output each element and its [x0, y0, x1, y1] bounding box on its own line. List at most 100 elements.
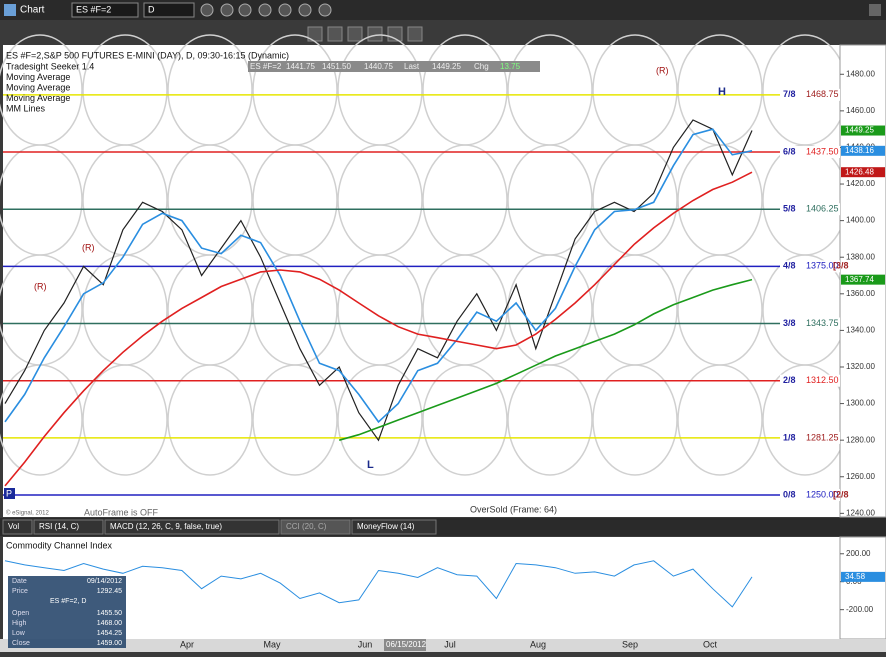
window-button[interactable] [869, 4, 881, 16]
quote-field: 1451.50 [322, 62, 351, 71]
date-label: May [263, 639, 281, 649]
cci-tag-label: 34.58 [845, 572, 866, 581]
price-tag-label: 1367.74 [845, 275, 874, 284]
price-tag-label: 1426.48 [845, 167, 874, 176]
cci-tag [841, 571, 885, 582]
murrey-label-bg [780, 203, 840, 216]
tab[interactable] [33, 519, 104, 535]
murrey-label: 5/8 [783, 204, 796, 214]
murrey-label-bg [780, 431, 840, 444]
tab-label: Vol [8, 522, 19, 531]
murrey-label-bg [780, 374, 840, 387]
symbol-text: ES #F=2 [76, 4, 111, 14]
toolbar-button[interactable] [318, 3, 332, 17]
reversal-label: (R) [656, 65, 669, 75]
toolbar-button[interactable] [200, 3, 214, 17]
study-label: MM Lines [6, 103, 46, 113]
pattern-circle [507, 364, 593, 476]
cci-pane [3, 537, 840, 639]
quote-strip [248, 61, 540, 72]
toolbar-button[interactable] [407, 26, 423, 42]
date-label: Oct [703, 639, 718, 649]
tab-label: MACD (12, 26, C, 9, false, true) [110, 522, 222, 531]
cci-axis [839, 536, 886, 640]
y-tick-label: 1340.00 [846, 326, 875, 335]
toolbar-button[interactable] [220, 3, 234, 17]
toolbar-button[interactable] [327, 26, 343, 42]
date-label: Jul [444, 639, 456, 649]
copyright: © eSignal, 2012 [6, 510, 49, 517]
y-tick-label: 1380.00 [846, 252, 875, 261]
low-label: L [367, 459, 374, 471]
cursor-date: 06/15/2012 [386, 640, 427, 649]
data-window-key: Close [12, 640, 30, 647]
y-tick-label: 1420.00 [846, 179, 875, 188]
tab[interactable] [351, 519, 437, 535]
y-tick-label: 1320.00 [846, 362, 875, 371]
study-label: Tradesight Seeker 1.4 [6, 61, 94, 71]
murrey-label: 6/8 [783, 146, 796, 156]
window-title: Chart [20, 5, 45, 16]
murrey-extra: [3/8 [833, 261, 849, 271]
pattern-circle [592, 364, 678, 476]
murrey-label: 3/8 [783, 318, 796, 328]
murrey-label-bg [780, 489, 840, 502]
price-pane [3, 45, 840, 517]
data-window-value: 1292.45 [97, 588, 122, 595]
murrey-label: 4/8 [783, 261, 796, 271]
toolbar-button[interactable] [347, 26, 363, 42]
tab[interactable] [280, 519, 351, 535]
reversal-label: (R) [82, 242, 95, 252]
date-label: Sep [622, 639, 638, 649]
study-label: Moving Average [6, 82, 70, 92]
data-window-value: 09/14/2012 [87, 578, 122, 585]
date-label: Apr [180, 639, 194, 649]
murrey-label: 2/8 [783, 375, 796, 385]
data-window-key: Price [12, 588, 28, 595]
tab[interactable] [104, 519, 280, 535]
toolbar-button[interactable] [367, 26, 383, 42]
pattern-circle [167, 364, 253, 476]
toolbar-button[interactable] [278, 3, 292, 17]
murrey-label-bg [780, 88, 840, 101]
y-tick-label: 1280.00 [846, 435, 875, 444]
pattern-circle [82, 364, 168, 476]
y-tick-label: 1260.00 [846, 472, 875, 481]
price-tag-label: 1438.16 [845, 146, 874, 155]
symbol-input[interactable] [71, 2, 139, 18]
murrey-label: 0/8 [783, 489, 796, 499]
p-marker [4, 488, 15, 499]
tab[interactable] [2, 519, 33, 535]
toolbar [0, 0, 886, 20]
tab-label: RSI (14, C) [39, 522, 79, 531]
murrey-value: 1468.75 [806, 89, 839, 99]
murrey-value: 1250.00 [806, 489, 839, 499]
data-window-value: 1459.00 [97, 640, 122, 647]
pattern-circle [422, 364, 508, 476]
interval-input[interactable] [143, 2, 195, 18]
toolbar-button[interactable] [298, 3, 312, 17]
tab-label: MoneyFlow (14) [357, 522, 415, 531]
quote-field: 1449.25 [432, 62, 461, 71]
y-tick-label: 1480.00 [846, 69, 875, 78]
quote-field: Chg [474, 62, 489, 71]
murrey-extra: [2/8 [833, 489, 849, 499]
quote-field: Last [404, 62, 420, 71]
murrey-label-bg [780, 317, 840, 330]
tab-label: CCI (20, C) [286, 522, 327, 531]
murrey-label: 1/8 [783, 432, 796, 442]
interval-text: D [148, 4, 155, 14]
y-tick-label: 1400.00 [846, 216, 875, 225]
toolbar-button[interactable] [238, 3, 252, 17]
study-label: Moving Average [6, 72, 70, 82]
murrey-value: 1437.50 [806, 146, 839, 156]
murrey-value: 1375.00 [806, 261, 839, 271]
murrey-value: 1312.50 [806, 375, 839, 385]
price-tag [841, 125, 885, 136]
murrey-value: 1343.75 [806, 318, 839, 328]
toolbar-button[interactable] [258, 3, 272, 17]
pattern-circle [677, 364, 763, 476]
date-label: Aug [530, 639, 546, 649]
autoframe: AutoFrame is OFF [84, 507, 159, 517]
